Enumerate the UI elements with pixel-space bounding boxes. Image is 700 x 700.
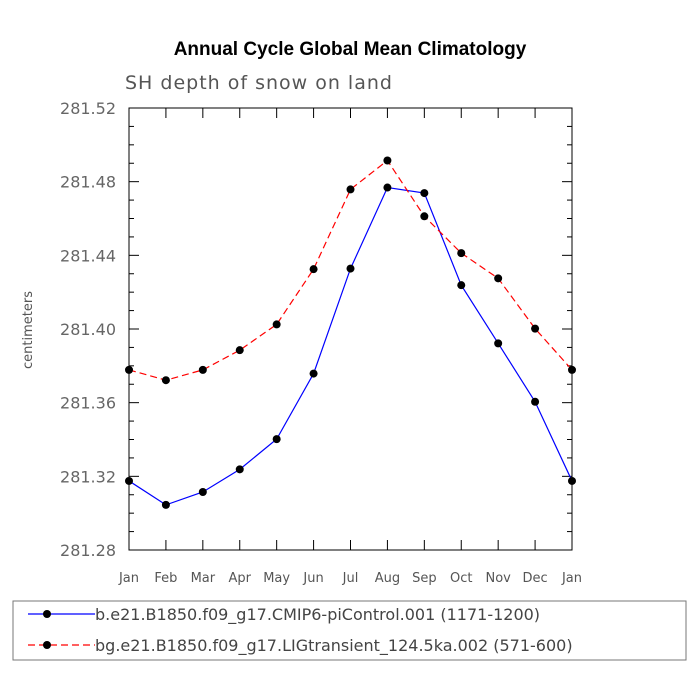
x-tick-label: Aug <box>375 571 400 586</box>
x-tick-label: Feb <box>154 571 177 586</box>
legend-marker-2 <box>43 641 51 649</box>
x-tick-label: Mar <box>191 571 216 586</box>
legend-label-1: b.e21.B1850.f09_g17.CMIP6-piControl.001 … <box>95 605 540 625</box>
data-point-series-1 <box>568 476 576 485</box>
data-point-series-1 <box>125 476 133 485</box>
chart-title: Annual Cycle Global Mean Climatology <box>174 39 527 60</box>
series-layer <box>125 156 576 509</box>
data-point-series-2 <box>494 274 503 283</box>
x-tick-label: Jan <box>561 571 582 586</box>
x-tick-label: May <box>263 571 290 586</box>
legend-marker-1 <box>43 610 51 618</box>
data-point-series-2 <box>420 212 429 221</box>
data-point-series-2 <box>125 365 133 374</box>
data-point-series-2 <box>568 365 576 374</box>
x-tick-label: Dec <box>523 571 548 586</box>
legend-label-2: bg.e21.B1850.f09_g17.LIGtransient_124.5k… <box>95 636 573 656</box>
x-tick-label: Sep <box>412 571 437 586</box>
data-point-series-2 <box>198 365 207 374</box>
y-tick-label: 281.32 <box>60 467 116 486</box>
x-tick-label: Apr <box>229 571 252 586</box>
data-point-series-1 <box>346 264 355 273</box>
data-point-series-1 <box>383 183 392 192</box>
data-point-series-2 <box>457 249 466 258</box>
y-axis: 281.28 281.32 281.36 281.40 281.44 281.48 281.… <box>60 99 572 560</box>
x-tick-label: Jun <box>302 571 323 586</box>
data-point-series-2 <box>531 324 540 333</box>
y-tick-label: 281.44 <box>60 246 116 265</box>
y-tick-label: 281.28 <box>60 541 116 560</box>
chart-subtitle: SH depth of snow on land <box>125 72 393 94</box>
data-point-series-2 <box>346 185 355 194</box>
data-point-series-1 <box>309 369 318 378</box>
x-tick-label: Oct <box>450 571 472 586</box>
data-point-series-1 <box>420 189 429 198</box>
data-point-series-1 <box>531 397 540 406</box>
data-point-series-1 <box>198 487 207 496</box>
data-point-series-2 <box>383 156 392 165</box>
data-point-series-1 <box>272 435 281 444</box>
legend-box <box>12 600 687 661</box>
y-tick-label: 281.40 <box>60 320 116 339</box>
plot-frame <box>128 107 573 551</box>
y-tick-label: 281.48 <box>60 173 116 192</box>
data-point-series-1 <box>161 500 170 509</box>
data-point-series-2 <box>309 265 318 274</box>
data-point-series-2 <box>272 320 281 329</box>
data-point-series-2 <box>235 346 244 355</box>
data-point-series-1 <box>235 465 244 474</box>
data-point-series-2 <box>161 376 170 385</box>
y-tick-label: 281.52 <box>60 99 116 118</box>
series-line-1 <box>128 186 573 506</box>
x-axis: Jan Feb Mar Apr May Jun Jul Aug Sep Oct Nov Dec Jan <box>118 108 582 586</box>
data-point-series-1 <box>457 281 466 290</box>
x-tick-label: Jul <box>342 571 359 586</box>
y-tick-label: 281.36 <box>60 394 116 413</box>
legend: b.e21.B1850.f09_g17.CMIP6-piControl.001 … <box>28 605 573 656</box>
x-tick-label: Jan <box>118 571 139 586</box>
y-axis-label: centimeters <box>21 291 36 369</box>
data-point-series-1 <box>494 339 503 348</box>
x-tick-label: Nov <box>485 571 511 586</box>
